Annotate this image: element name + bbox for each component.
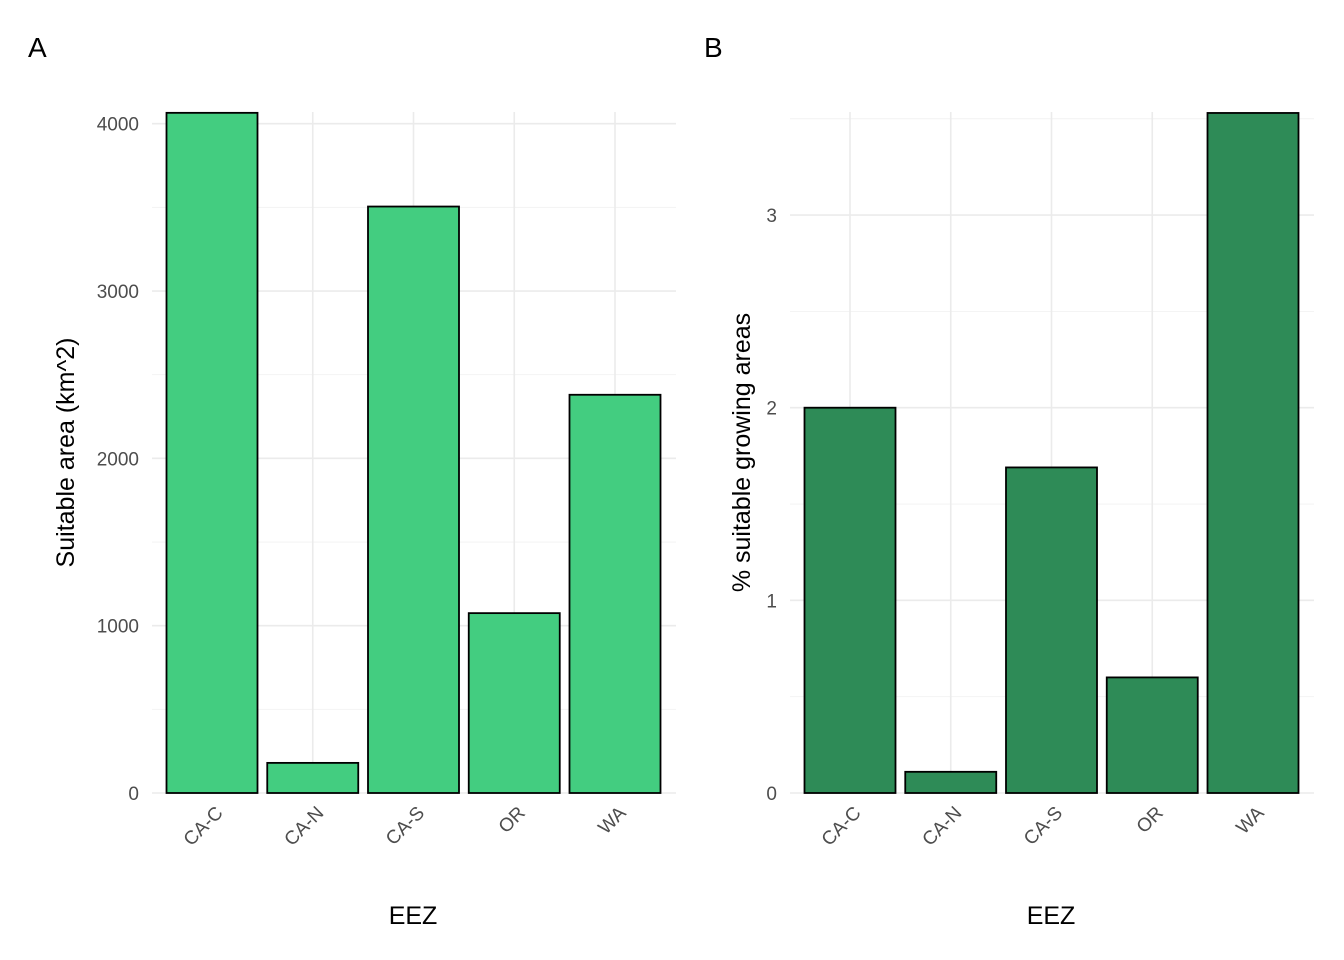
x-axis-title: EEZ — [1027, 902, 1076, 930]
chart-panel-a: 0 1000 2000 3000 4000 CA-C CA-N CA-S OR WA EEZ Suit… — [28, 32, 676, 930]
x-axis-title: EEZ — [389, 902, 438, 930]
x-tick-label: CA-C — [818, 803, 866, 851]
bar-ca-s — [367, 205, 460, 794]
x-tick-label: WA — [595, 802, 631, 838]
y-tick-label: 2000 — [97, 449, 139, 470]
x-tick-label: CA-N — [281, 803, 329, 851]
bar-ca-s — [1005, 466, 1098, 794]
x-tick-label: WA — [1233, 802, 1269, 838]
y-tick-label: 4000 — [97, 115, 139, 136]
x-tick-label: CA-S — [1020, 803, 1067, 850]
bar-ca-n — [904, 770, 998, 794]
y-tick-label: 3 — [766, 206, 777, 227]
x-tick-label: CA-C — [180, 803, 228, 851]
y-tick-label: 1 — [766, 591, 777, 612]
y-axis-title: Suitable area (km^2) — [52, 338, 80, 568]
panel-label: A — [28, 32, 47, 63]
y-tick-label: 2 — [766, 399, 777, 420]
y-tick-label: 1000 — [97, 617, 139, 638]
bar-or — [467, 612, 561, 794]
y-axis-title: % suitable growing areas — [728, 313, 756, 592]
y-tick-label: 0 — [128, 784, 139, 805]
y-tick-label: 0 — [766, 784, 777, 805]
x-tick-label: OR — [1133, 803, 1168, 838]
x-tick-label: CA-N — [919, 803, 967, 851]
bar-ca-c — [165, 111, 259, 794]
chart-panel-b: 0 1 2 3 CA-C CA-N CA-S OR WA EEZ % suitable growin… — [704, 32, 1314, 930]
bar-wa — [568, 393, 662, 794]
bar-ca-c — [803, 406, 897, 794]
bar-or — [1105, 676, 1199, 794]
bar-wa — [1206, 112, 1300, 794]
panel-label: B — [704, 32, 723, 63]
bar-ca-n — [266, 761, 360, 794]
x-tick-label: OR — [495, 803, 530, 838]
x-tick-label: CA-S — [382, 803, 429, 850]
y-tick-label: 3000 — [97, 282, 139, 303]
